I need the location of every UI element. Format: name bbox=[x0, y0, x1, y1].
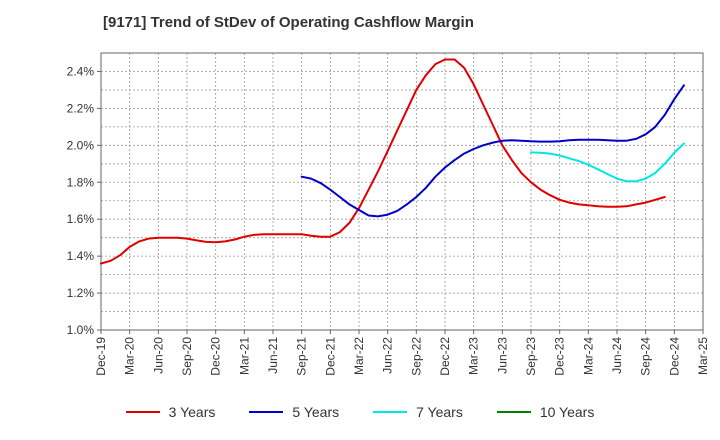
x-tick-label: Dec-23 bbox=[553, 337, 567, 376]
x-tick-label: Dec-20 bbox=[209, 337, 223, 376]
legend-item: 5 Years bbox=[249, 404, 339, 420]
x-tick-label: Jun-22 bbox=[381, 337, 395, 374]
grid-lines bbox=[101, 53, 703, 330]
x-tick-label: Sep-22 bbox=[409, 337, 423, 376]
x-tick-label: Sep-21 bbox=[295, 337, 309, 376]
x-tick-label: Dec-21 bbox=[323, 337, 337, 376]
x-tick-label: Jun-23 bbox=[495, 337, 509, 374]
plot-area bbox=[101, 53, 703, 330]
legend-swatch bbox=[496, 411, 531, 413]
x-tick-label: Sep-24 bbox=[639, 337, 653, 376]
series-lines bbox=[100, 58, 685, 265]
legend-swatch bbox=[125, 411, 160, 413]
x-tick-label: Dec-22 bbox=[438, 337, 452, 376]
legend-label: 3 Years bbox=[168, 404, 216, 420]
series-line-7-years bbox=[530, 142, 685, 183]
legend-item: 3 Years bbox=[125, 404, 216, 420]
y-tick-label: 2.0% bbox=[67, 138, 95, 152]
x-tick-label: Dec-24 bbox=[667, 337, 681, 376]
x-tick-label: Mar-21 bbox=[237, 337, 251, 375]
series-line-5-years bbox=[300, 84, 685, 218]
legend: 3 Years 5 Years 7 Years 10 Years bbox=[0, 404, 720, 420]
y-tick-label: 1.0% bbox=[67, 323, 95, 337]
x-tick-label: Sep-23 bbox=[524, 337, 538, 376]
y-tick-label: 1.2% bbox=[67, 286, 95, 300]
x-tick-label: Dec-19 bbox=[94, 337, 108, 376]
x-tick-label: Mar-23 bbox=[467, 337, 481, 375]
y-tick-label: 1.4% bbox=[67, 249, 95, 263]
legend-label: 10 Years bbox=[539, 404, 595, 420]
legend-label: 5 Years bbox=[292, 404, 340, 420]
x-tick-label: Mar-24 bbox=[581, 337, 595, 375]
y-tick-label: 2.4% bbox=[67, 64, 95, 78]
x-tick-label: Sep-20 bbox=[180, 337, 194, 376]
x-tick-label: Mar-22 bbox=[352, 337, 366, 375]
chart-title: [9171] Trend of StDev of Operating Cashf… bbox=[103, 14, 474, 31]
x-tick-label: Jun-21 bbox=[266, 337, 280, 374]
x-tick-label: Jun-20 bbox=[151, 337, 165, 374]
x-tick-label: Jun-24 bbox=[610, 337, 624, 374]
y-tick-label: 1.6% bbox=[67, 212, 95, 226]
tick-labels: 1.0% 1.2% 1.4% 1.6% 1.8% 2.0% 2.2% 2.4% Dec-19 Ma… bbox=[67, 64, 710, 375]
x-tick-label: Mar-25 bbox=[696, 337, 710, 375]
axes bbox=[97, 52, 704, 334]
legend-item: 7 Years bbox=[373, 404, 463, 420]
plot-border bbox=[100, 52, 704, 331]
y-tick-label: 1.8% bbox=[67, 175, 95, 189]
legend-swatch bbox=[373, 411, 408, 413]
x-tick-label: Mar-20 bbox=[123, 337, 137, 375]
y-tick-label: 2.2% bbox=[67, 101, 95, 115]
legend-label: 7 Years bbox=[416, 404, 463, 420]
legend-swatch bbox=[249, 411, 284, 413]
series-line-3-years bbox=[100, 58, 666, 265]
legend-item: 10 Years bbox=[496, 404, 595, 420]
